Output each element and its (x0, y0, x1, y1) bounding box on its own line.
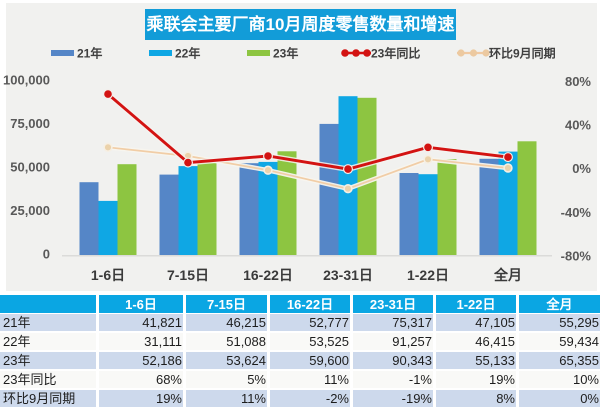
svg-text:0: 0 (43, 247, 50, 262)
svg-text:-40%: -40% (561, 205, 592, 220)
svg-text:-80%: -80% (561, 249, 592, 264)
svg-text:16-22日: 16-22日 (243, 267, 293, 283)
svg-text:21年: 21年 (77, 46, 102, 61)
svg-text:23年: 23年 (273, 46, 298, 61)
svg-text:1-22日: 1-22日 (407, 267, 449, 283)
svg-text:40%: 40% (565, 118, 591, 133)
svg-text:22年: 22年 (175, 46, 200, 61)
svg-text:23年同比: 23年同比 (371, 46, 420, 61)
svg-text:0%: 0% (572, 161, 591, 176)
svg-text:23-31日: 23-31日 (323, 267, 373, 283)
svg-text:80%: 80% (565, 74, 591, 89)
svg-text:100,000: 100,000 (3, 73, 50, 88)
svg-text:7-15日: 7-15日 (167, 267, 209, 283)
svg-text:全月: 全月 (493, 267, 522, 283)
svg-text:50,000: 50,000 (10, 160, 50, 175)
svg-text:环比9月同期: 环比9月同期 (489, 46, 556, 61)
svg-text:75,000: 75,000 (10, 116, 50, 131)
svg-text:25,000: 25,000 (10, 203, 50, 218)
svg-text:1-6日: 1-6日 (91, 267, 125, 283)
